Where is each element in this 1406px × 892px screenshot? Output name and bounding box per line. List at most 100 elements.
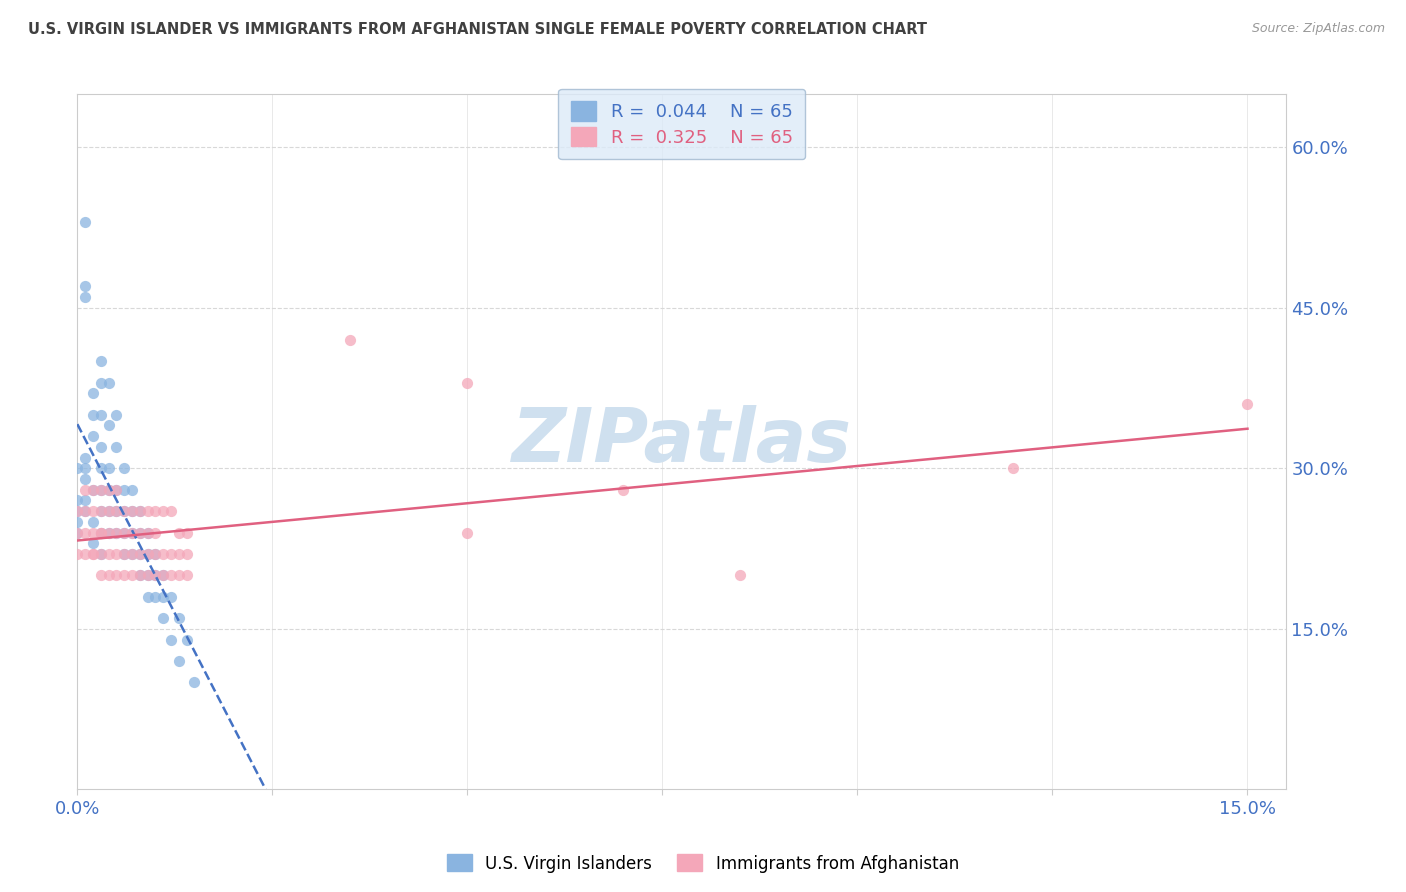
Point — [66, 504, 89, 518]
Point — [128, 504, 150, 518]
Point — [160, 568, 183, 582]
Point — [105, 483, 128, 497]
Point — [66, 547, 89, 561]
Point — [105, 483, 128, 497]
Point — [75, 483, 97, 497]
Point — [160, 504, 183, 518]
Point — [128, 525, 150, 540]
Point — [97, 376, 120, 390]
Point — [75, 461, 97, 475]
Point — [75, 525, 97, 540]
Point — [121, 547, 143, 561]
Point — [121, 504, 143, 518]
Point — [456, 525, 478, 540]
Point — [128, 568, 150, 582]
Point — [105, 568, 128, 582]
Point — [75, 547, 97, 561]
Point — [82, 504, 104, 518]
Point — [82, 547, 104, 561]
Point — [105, 440, 128, 454]
Point — [167, 611, 190, 625]
Point — [176, 525, 198, 540]
Point — [167, 654, 190, 668]
Point — [97, 547, 120, 561]
Point — [136, 590, 159, 604]
Point — [90, 354, 112, 368]
Point — [136, 547, 159, 561]
Point — [97, 525, 120, 540]
Point — [82, 429, 104, 443]
Point — [176, 547, 198, 561]
Point — [105, 504, 128, 518]
Point — [90, 504, 112, 518]
Point — [66, 525, 89, 540]
Point — [128, 547, 150, 561]
Point — [82, 547, 104, 561]
Text: U.S. VIRGIN ISLANDER VS IMMIGRANTS FROM AFGHANISTAN SINGLE FEMALE POVERTY CORREL: U.S. VIRGIN ISLANDER VS IMMIGRANTS FROM … — [28, 22, 927, 37]
Point — [456, 376, 478, 390]
Legend: R =  0.044    N = 65, R =  0.325    N = 65: R = 0.044 N = 65, R = 0.325 N = 65 — [558, 89, 806, 160]
Point — [90, 525, 112, 540]
Point — [136, 547, 159, 561]
Point — [66, 515, 89, 529]
Point — [97, 483, 120, 497]
Point — [75, 504, 97, 518]
Point — [105, 525, 128, 540]
Point — [128, 504, 150, 518]
Point — [105, 408, 128, 422]
Point — [167, 568, 190, 582]
Point — [97, 483, 120, 497]
Point — [167, 547, 190, 561]
Point — [82, 515, 104, 529]
Point — [112, 504, 135, 518]
Point — [97, 418, 120, 433]
Point — [128, 547, 150, 561]
Point — [143, 590, 166, 604]
Point — [121, 504, 143, 518]
Point — [176, 568, 198, 582]
Point — [143, 568, 166, 582]
Point — [136, 568, 159, 582]
Point — [66, 493, 89, 508]
Point — [160, 590, 183, 604]
Point — [90, 547, 112, 561]
Point — [152, 547, 174, 561]
Point — [112, 547, 135, 561]
Point — [66, 504, 89, 518]
Point — [66, 525, 89, 540]
Point — [82, 408, 104, 422]
Point — [112, 547, 135, 561]
Point — [128, 525, 150, 540]
Point — [82, 536, 104, 550]
Point — [152, 611, 174, 625]
Point — [152, 504, 174, 518]
Point — [90, 504, 112, 518]
Point — [167, 525, 190, 540]
Point — [1236, 397, 1258, 411]
Point — [143, 547, 166, 561]
Point — [143, 568, 166, 582]
Point — [136, 525, 159, 540]
Point — [82, 483, 104, 497]
Point — [136, 525, 159, 540]
Point — [90, 568, 112, 582]
Point — [97, 504, 120, 518]
Point — [90, 408, 112, 422]
Point — [66, 461, 89, 475]
Point — [82, 525, 104, 540]
Point — [112, 525, 135, 540]
Point — [90, 547, 112, 561]
Point — [136, 568, 159, 582]
Point — [75, 290, 97, 304]
Point — [128, 568, 150, 582]
Point — [1002, 461, 1025, 475]
Point — [730, 568, 752, 582]
Point — [90, 525, 112, 540]
Point — [90, 461, 112, 475]
Point — [160, 632, 183, 647]
Point — [105, 525, 128, 540]
Point — [90, 483, 112, 497]
Point — [75, 504, 97, 518]
Point — [82, 483, 104, 497]
Point — [121, 525, 143, 540]
